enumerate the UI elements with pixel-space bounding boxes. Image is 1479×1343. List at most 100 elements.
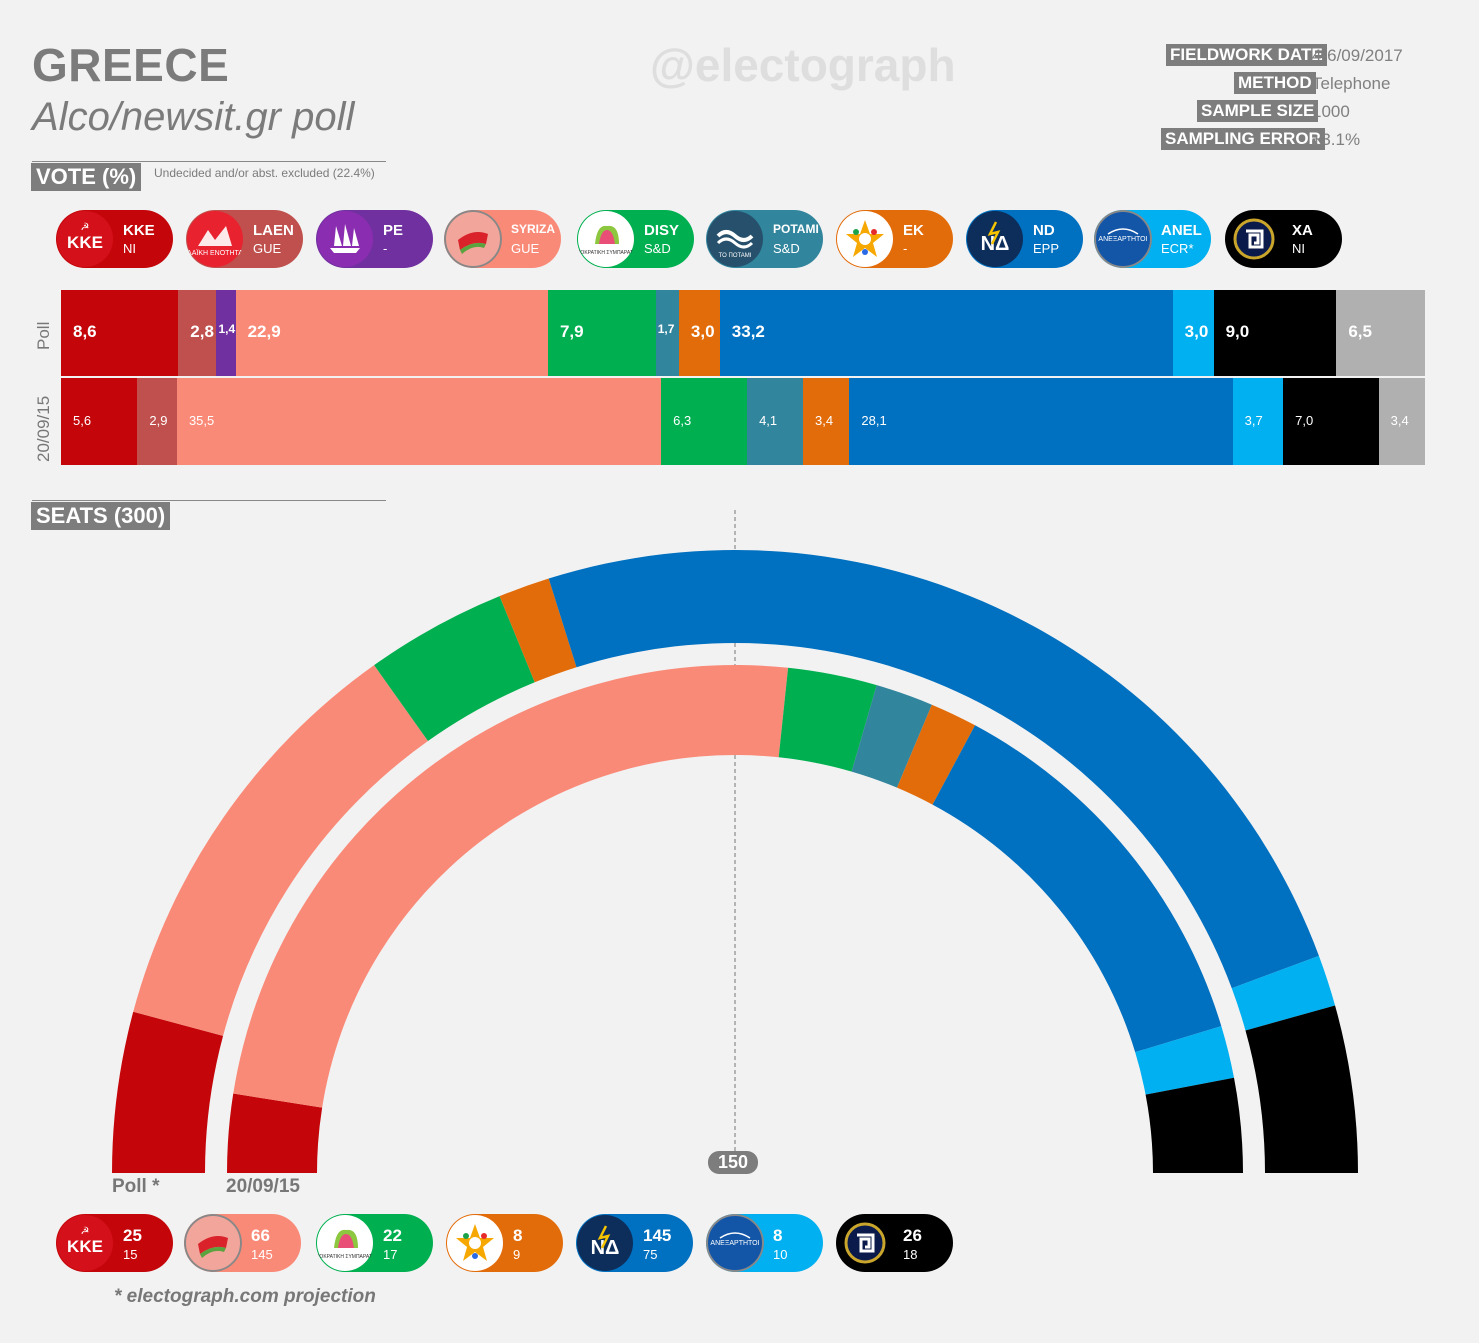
bar-anel-prev: [1232, 378, 1284, 465]
seat-arc-syriza-prev: [233, 664, 789, 1108]
party-group: NI: [123, 241, 136, 256]
bar-kke-poll: [61, 290, 179, 376]
bar-anel-poll: [1172, 290, 1214, 376]
bar-xa-prev: [1283, 378, 1379, 465]
party-name: KKE: [123, 222, 155, 239]
bar-label: 1,7: [657, 322, 675, 336]
disy-logo-icon: ΔΗΜΟΚΡΑΤΙΚΗ ΣΥΜΠΑΡΑΤΑΞΗ: [577, 210, 635, 268]
seat-arc-anel-poll: [1231, 955, 1336, 1031]
party-group: -: [383, 241, 388, 256]
seat-chip-xa: 26 18: [836, 1214, 953, 1272]
seat-count-poll: 66: [251, 1226, 270, 1245]
bar-label: 3,4: [815, 412, 834, 428]
nd-logo-icon: NΔ: [966, 210, 1024, 268]
seats-hemicycle: [112, 510, 1358, 1173]
svg-text:☭: ☭: [81, 1226, 90, 1237]
party-name: PE: [383, 222, 404, 239]
seat-arc-potami-prev: [851, 685, 932, 788]
seat-arc-xa-poll: [1245, 1005, 1358, 1173]
seat-count-prev: 18: [903, 1247, 918, 1262]
bar-label: 3,4: [1390, 412, 1409, 428]
bar-syriza-prev: [176, 378, 662, 465]
bar-label: 35,5: [188, 412, 215, 428]
bar-disy-poll: [547, 290, 656, 376]
bar-kke-prev: [61, 378, 138, 465]
fieldwork-label: FIELDWORK DATE: [1166, 44, 1327, 66]
bar-label: 1,4: [218, 322, 236, 336]
party-group: GUE: [253, 241, 282, 256]
disy-logo-icon: ΔΗΜΟΚΡΑΤΙΚΗ ΣΥΜΠΑΡΑΤΑΞΗ: [316, 1214, 374, 1272]
bar-label: 9,0: [1225, 322, 1250, 341]
bar-others-prev: [1378, 378, 1425, 465]
method-value: Telephone: [1312, 74, 1391, 93]
party-name: DISY: [644, 222, 680, 239]
seat-chip-syriza: 66 145: [184, 1214, 301, 1272]
bar-nd-poll: [719, 290, 1173, 376]
bar-label: 5,6: [73, 412, 92, 428]
seat-count-poll: 22: [383, 1226, 402, 1245]
seat-chip-nd: NΔ 145 75: [576, 1214, 693, 1272]
bar-label: 6,3: [673, 412, 692, 428]
party-name: SYRIZA: [511, 222, 556, 236]
bar-label: 2,8: [190, 322, 214, 341]
anel-logo-icon: ΑΝΕΞΑΡΤΗΤΟΙ: [1094, 210, 1152, 268]
page-title: GREECE: [32, 39, 230, 91]
ring-label-prev: 20/09/15: [226, 1176, 300, 1197]
bar-label: 2,9: [149, 412, 168, 428]
party-group: EPP: [1033, 241, 1060, 256]
seat-count-prev: 75: [643, 1247, 658, 1262]
svg-text:ΔΗΜΟΚΡΑΤΙΚΗ ΣΥΜΠΑΡΑΤΑΞΗ: ΔΗΜΟΚΡΑΤΙΚΗ ΣΥΜΠΑΡΑΤΑΞΗ: [577, 250, 635, 256]
bar-label: 6,5: [1348, 322, 1372, 341]
party-name: XA: [1292, 222, 1313, 239]
seat-count-poll: 8: [513, 1226, 523, 1245]
seat-chip-anel: ΑΝΕΞΑΡΤΗΤΟΙ 8 10: [706, 1214, 823, 1272]
row-label-poll: Poll: [34, 321, 53, 350]
seat-count-prev: 10: [773, 1247, 788, 1262]
seat-count-prev: 145: [251, 1247, 273, 1262]
xa-logo-icon: [836, 1214, 894, 1272]
bar-disy-prev: [661, 378, 748, 465]
seat-arc-kke-poll: [112, 1011, 224, 1173]
seat-count-poll: 25: [123, 1226, 142, 1245]
syriza-logo-icon: [184, 1214, 242, 1272]
vote-note: Undecided and/or abst. excluded (22.4%): [154, 166, 375, 180]
seat-arc-ek-poll: [499, 578, 577, 683]
bar-potami-poll: [655, 290, 679, 376]
svg-text:ΔΗΜΟΚΡΑΤΙΚΗ ΣΥΜΠΑΡΑΤΑΞΗ: ΔΗΜΟΚΡΑΤΙΚΗ ΣΥΜΠΑΡΑΤΑΞΗ: [316, 1254, 374, 1260]
projection-footnote: * electograph.com projection: [114, 1286, 376, 1307]
anel-logo-icon: ΑΝΕΞΑΡΤΗΤΟΙ: [706, 1214, 764, 1272]
bar-label: 3,0: [690, 322, 715, 341]
seat-arc-disy-prev: [778, 667, 877, 772]
bar-label: 3,0: [1184, 322, 1209, 341]
ek-logo-icon: [836, 210, 894, 268]
bar-label: 7,9: [559, 322, 584, 341]
seat-chip-disy: ΔΗΜΟΚΡΑΤΙΚΗ ΣΥΜΠΑΡΑΤΑΞΗ 22 17: [316, 1214, 433, 1272]
party-chip-ek: EK -: [836, 210, 953, 268]
seat-chip-kke: KKE ☭ 25 15: [56, 1214, 173, 1272]
bar-ek-prev: [803, 378, 850, 465]
xa-logo-icon: [1225, 210, 1283, 268]
bar-ek-poll: [678, 290, 720, 376]
party-name: ANEL: [1161, 222, 1202, 239]
party-chip-kke: KKE ☭ KKE NI: [56, 210, 173, 268]
sample-size-label: SAMPLE SIZE: [1197, 100, 1319, 122]
bar-label: 33,2: [731, 322, 765, 341]
laen-logo-icon: ΛΑΪΚΗ ΕΝΟΤΗΤΑ: [186, 210, 244, 268]
poll-subtitle: Alco/newsit.gr poll: [32, 95, 355, 139]
party-chip-syriza: SYRIZA GUE: [444, 210, 561, 268]
bar-potami-prev: [747, 378, 803, 465]
party-group: GUE: [511, 241, 540, 256]
svg-text:☭: ☭: [81, 222, 90, 233]
party-group: ECR*: [1161, 241, 1194, 256]
seat-count-prev: 15: [123, 1247, 138, 1262]
bar-syriza-poll: [235, 290, 548, 376]
bar-label: 7,0: [1295, 412, 1314, 428]
seat-arc-xa-prev: [1145, 1077, 1243, 1173]
bar-nd-prev: [849, 378, 1233, 465]
party-name: LAEN: [253, 222, 294, 239]
ek-logo-icon: [446, 1214, 504, 1272]
svg-text:ΑΝΕΞΑΡΤΗΤΟΙ: ΑΝΕΞΑΡΤΗΤΟΙ: [710, 1240, 759, 1247]
party-name: EK: [903, 222, 924, 239]
seat-count-prev: 17: [383, 1247, 398, 1262]
